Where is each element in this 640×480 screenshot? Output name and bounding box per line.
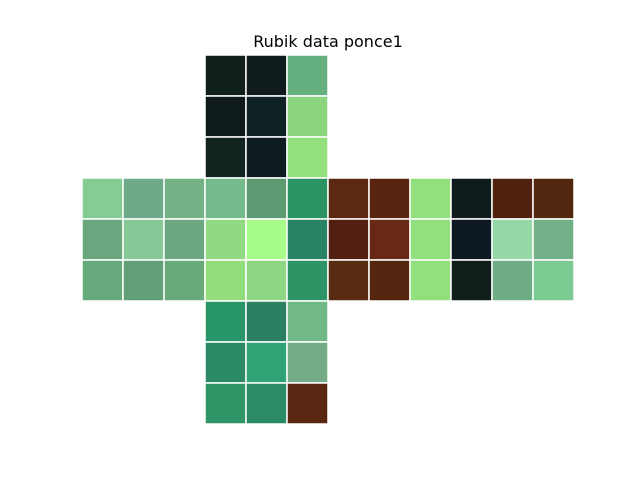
chart-title: Rubik data ponce1 (253, 32, 403, 51)
face-front (204, 177, 329, 302)
sticker-down-0-2 (286, 300, 329, 343)
sticker-left-0-2 (163, 177, 206, 220)
sticker-left-2-1 (122, 259, 165, 302)
sticker-left-1-1 (122, 218, 165, 261)
sticker-right-1-0 (327, 218, 370, 261)
face-left (81, 177, 206, 302)
sticker-back-2-1 (491, 259, 534, 302)
face-back (450, 177, 575, 302)
sticker-right-1-1 (368, 218, 411, 261)
sticker-up-0-0 (204, 54, 247, 97)
sticker-right-0-2 (409, 177, 452, 220)
sticker-left-0-0 (81, 177, 124, 220)
sticker-front-2-2 (286, 259, 329, 302)
sticker-down-1-1 (245, 341, 288, 384)
face-down (204, 300, 329, 425)
sticker-up-1-2 (286, 95, 329, 138)
sticker-left-1-2 (163, 218, 206, 261)
sticker-left-2-2 (163, 259, 206, 302)
sticker-left-0-1 (122, 177, 165, 220)
sticker-back-0-2 (532, 177, 575, 220)
sticker-down-1-2 (286, 341, 329, 384)
sticker-up-0-2 (286, 54, 329, 97)
sticker-down-1-0 (204, 341, 247, 384)
sticker-front-0-0 (204, 177, 247, 220)
sticker-left-1-0 (81, 218, 124, 261)
face-right (327, 177, 452, 302)
sticker-up-1-1 (245, 95, 288, 138)
sticker-right-2-1 (368, 259, 411, 302)
sticker-right-0-1 (368, 177, 411, 220)
sticker-front-2-0 (204, 259, 247, 302)
sticker-front-1-1 (245, 218, 288, 261)
face-up (204, 54, 329, 179)
sticker-back-1-1 (491, 218, 534, 261)
sticker-right-0-0 (327, 177, 370, 220)
sticker-down-2-0 (204, 382, 247, 425)
sticker-right-1-2 (409, 218, 452, 261)
sticker-up-1-0 (204, 95, 247, 138)
sticker-down-2-1 (245, 382, 288, 425)
sticker-front-0-1 (245, 177, 288, 220)
sticker-back-1-0 (450, 218, 493, 261)
sticker-down-0-0 (204, 300, 247, 343)
sticker-front-0-2 (286, 177, 329, 220)
sticker-up-0-1 (245, 54, 288, 97)
sticker-back-1-2 (532, 218, 575, 261)
sticker-up-2-2 (286, 136, 329, 179)
sticker-right-2-0 (327, 259, 370, 302)
sticker-right-2-2 (409, 259, 452, 302)
sticker-back-0-1 (491, 177, 534, 220)
sticker-back-2-2 (532, 259, 575, 302)
sticker-up-2-1 (245, 136, 288, 179)
sticker-front-1-0 (204, 218, 247, 261)
sticker-front-1-2 (286, 218, 329, 261)
sticker-front-2-1 (245, 259, 288, 302)
sticker-down-2-2 (286, 382, 329, 425)
sticker-up-2-0 (204, 136, 247, 179)
sticker-back-0-0 (450, 177, 493, 220)
sticker-back-2-0 (450, 259, 493, 302)
sticker-left-2-0 (81, 259, 124, 302)
sticker-down-0-1 (245, 300, 288, 343)
